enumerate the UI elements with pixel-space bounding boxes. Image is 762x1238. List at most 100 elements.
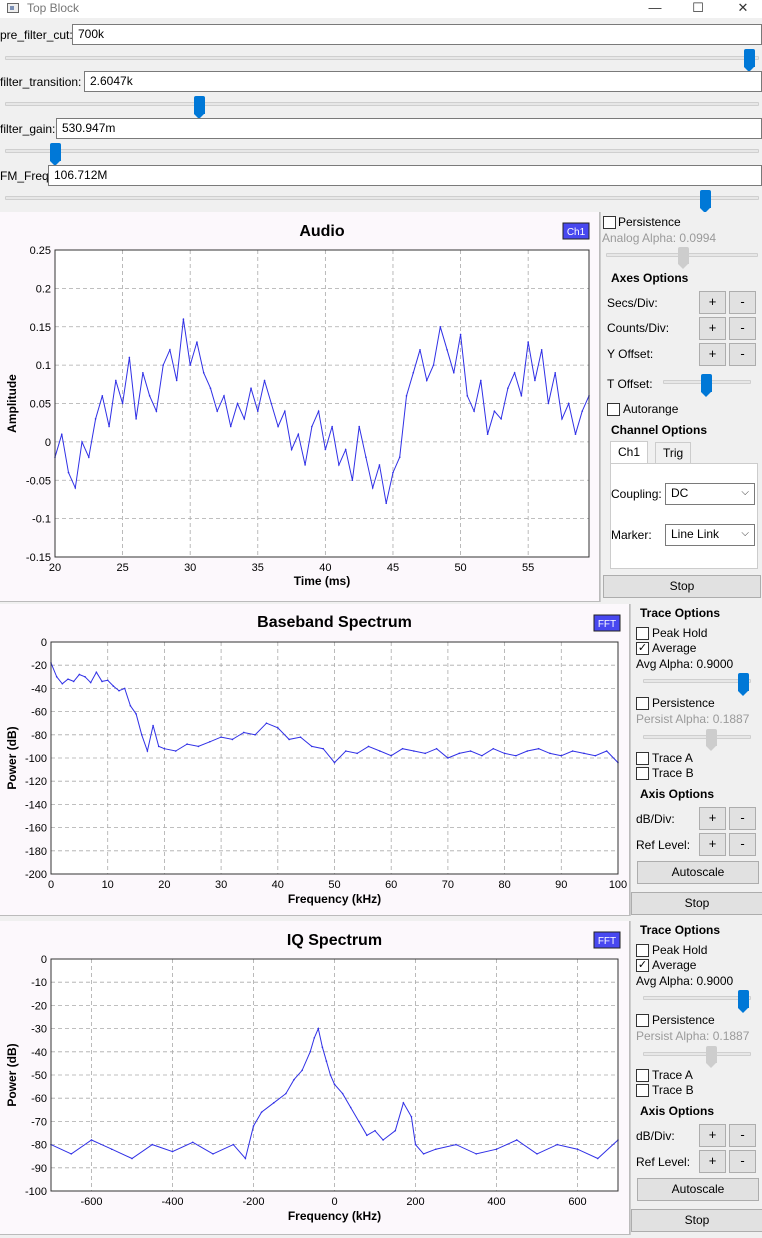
y-offset-minus-button[interactable]: - bbox=[729, 343, 756, 366]
data-point bbox=[277, 425, 279, 428]
avg-alpha-slider-handle[interactable] bbox=[738, 990, 749, 1013]
pre-filter-cut-slider-handle[interactable] bbox=[744, 49, 756, 72]
y-offset-plus-button[interactable]: + bbox=[699, 343, 726, 366]
fm-freq-slider-handle[interactable] bbox=[699, 190, 711, 213]
trace-a-checkbox[interactable] bbox=[636, 752, 649, 765]
audio-plot[interactable]: 20 25 30 35 40 45 50 55 -0.15 -0.1 -0.05 0 0.05 0.1 0.… bbox=[0, 212, 600, 602]
secs-div-plus-button[interactable]: + bbox=[699, 291, 726, 314]
y-tick-label: -70 bbox=[31, 1116, 47, 1128]
filter-gain-slider-handle[interactable] bbox=[49, 143, 61, 166]
window-titlebar: Top Block — ☐ ✕ bbox=[0, 0, 762, 18]
chart-title: Baseband Spectrum bbox=[257, 614, 412, 631]
data-point bbox=[434, 1148, 437, 1151]
trace-b-checkbox[interactable] bbox=[636, 1084, 649, 1097]
data-point bbox=[576, 1148, 579, 1151]
secs-div-minus-button[interactable]: - bbox=[729, 291, 756, 314]
y-tick-label: 0 bbox=[41, 954, 47, 966]
persistence-checkbox[interactable] bbox=[636, 697, 649, 710]
average-checkbox[interactable]: ✓ bbox=[636, 642, 649, 655]
fm-freq-input[interactable]: 106.712M bbox=[48, 165, 762, 186]
tab-ch1[interactable]: Ch1 bbox=[610, 441, 649, 464]
ref-level-minus-button[interactable]: - bbox=[729, 833, 756, 856]
filter-gain-slider-track[interactable] bbox=[5, 149, 759, 153]
filter-transition-slider-handle[interactable] bbox=[194, 96, 206, 119]
audio-stop-button[interactable]: Stop bbox=[603, 575, 761, 598]
autoscale-button[interactable]: Autoscale bbox=[637, 861, 759, 884]
analog-alpha-slider-handle[interactable] bbox=[678, 247, 689, 269]
db-div-minus-button[interactable]: - bbox=[729, 807, 756, 830]
persistence-checkbox[interactable] bbox=[603, 216, 616, 229]
data-point bbox=[378, 464, 381, 466]
db-div-plus-button[interactable]: + bbox=[699, 807, 726, 830]
data-point bbox=[236, 402, 239, 405]
data-point bbox=[229, 425, 232, 428]
iq-stop-button[interactable]: Stop bbox=[631, 1209, 762, 1232]
avg-alpha-slider-track[interactable] bbox=[643, 679, 751, 683]
data-point bbox=[242, 731, 245, 734]
data-point bbox=[333, 1083, 336, 1086]
pre-filter-cut-slider-track[interactable] bbox=[5, 56, 759, 60]
persist-alpha-slider-track[interactable] bbox=[643, 1052, 751, 1056]
y-tick-label: -120 bbox=[25, 776, 47, 788]
avg-alpha-label: Avg Alpha: 0.9000 bbox=[636, 974, 734, 988]
close-button[interactable]: ✕ bbox=[737, 0, 749, 15]
minimize-button[interactable]: — bbox=[648, 0, 662, 15]
data-point bbox=[374, 1129, 376, 1132]
db-div-plus-button[interactable]: + bbox=[699, 1124, 726, 1147]
data-point bbox=[453, 372, 455, 374]
data-point bbox=[297, 433, 300, 435]
data-point bbox=[419, 348, 421, 351]
peak-hold-checkbox[interactable] bbox=[636, 627, 649, 640]
counts-div-plus-button[interactable]: + bbox=[699, 317, 726, 340]
marker-select[interactable]: Line Link ⌵ bbox=[665, 524, 755, 546]
ref-level-plus-button[interactable]: + bbox=[699, 833, 726, 856]
db-div-minus-button[interactable]: - bbox=[729, 1124, 756, 1147]
trace-b-checkbox[interactable] bbox=[636, 767, 649, 780]
x-tick-label: 40 bbox=[272, 879, 284, 891]
filter-gain-input[interactable]: 530.947m bbox=[56, 118, 762, 139]
autoscale-button[interactable]: Autoscale bbox=[637, 1178, 759, 1201]
peak-hold-label: Peak Hold bbox=[652, 943, 708, 957]
iq-spectrum-plot[interactable]: -600 -400 -200 0 200 400 600-100-90-80-70-60-5… bbox=[0, 921, 630, 1235]
pre-filter-cut-input[interactable]: 700k bbox=[72, 24, 762, 45]
baseband-spectrum-plot[interactable]: 0 10 20 30 40 50 60 70 80 90 100-200-180-160-140-1… bbox=[0, 604, 630, 916]
persistence-label: Persistence bbox=[618, 215, 681, 229]
t-offset-slider-handle[interactable] bbox=[701, 374, 712, 397]
data-point bbox=[495, 1148, 498, 1151]
avg-alpha-slider-handle[interactable] bbox=[738, 673, 749, 696]
ref-level-plus-button[interactable]: + bbox=[699, 1150, 726, 1173]
filter-transition-slider-track[interactable] bbox=[5, 102, 759, 106]
data-point bbox=[74, 487, 77, 489]
data-point bbox=[594, 754, 597, 757]
coupling-value: DC bbox=[671, 486, 689, 500]
data-point bbox=[554, 372, 557, 374]
maximize-button[interactable]: ☐ bbox=[692, 0, 704, 15]
db-div-label: dB/Div: bbox=[636, 1129, 675, 1143]
persist-alpha-slider-track[interactable] bbox=[643, 735, 751, 739]
data-point bbox=[174, 750, 177, 752]
trace-a-checkbox[interactable] bbox=[636, 1069, 649, 1082]
baseband-stop-button[interactable]: Stop bbox=[631, 892, 762, 915]
coupling-select[interactable]: DC ⌵ bbox=[665, 483, 755, 505]
data-point bbox=[473, 410, 475, 412]
data-point bbox=[108, 425, 110, 428]
x-tick-label: -200 bbox=[242, 1196, 264, 1208]
persist-alpha-slider-handle[interactable] bbox=[706, 1046, 717, 1068]
average-checkbox[interactable]: ✓ bbox=[636, 959, 649, 972]
data-point bbox=[232, 1143, 235, 1146]
persist-alpha-slider-handle[interactable] bbox=[706, 729, 717, 751]
x-tick-label: 0 bbox=[331, 1196, 337, 1208]
avg-alpha-slider-track[interactable] bbox=[643, 996, 751, 1000]
autorange-checkbox[interactable] bbox=[607, 403, 620, 416]
fm-freq-slider-track[interactable] bbox=[5, 196, 759, 200]
data-point bbox=[81, 441, 83, 443]
tab-trig[interactable]: Trig bbox=[655, 442, 692, 464]
peak-hold-checkbox[interactable] bbox=[636, 944, 649, 957]
ref-level-minus-button[interactable]: - bbox=[729, 1150, 756, 1173]
data-point bbox=[507, 387, 509, 389]
x-axis-label: Time (ms) bbox=[294, 574, 350, 588]
persistence-checkbox[interactable] bbox=[636, 1014, 649, 1027]
filter-transition-input[interactable]: 2.6047k bbox=[84, 71, 762, 92]
counts-div-minus-button[interactable]: - bbox=[729, 317, 756, 340]
data-point bbox=[84, 676, 86, 678]
